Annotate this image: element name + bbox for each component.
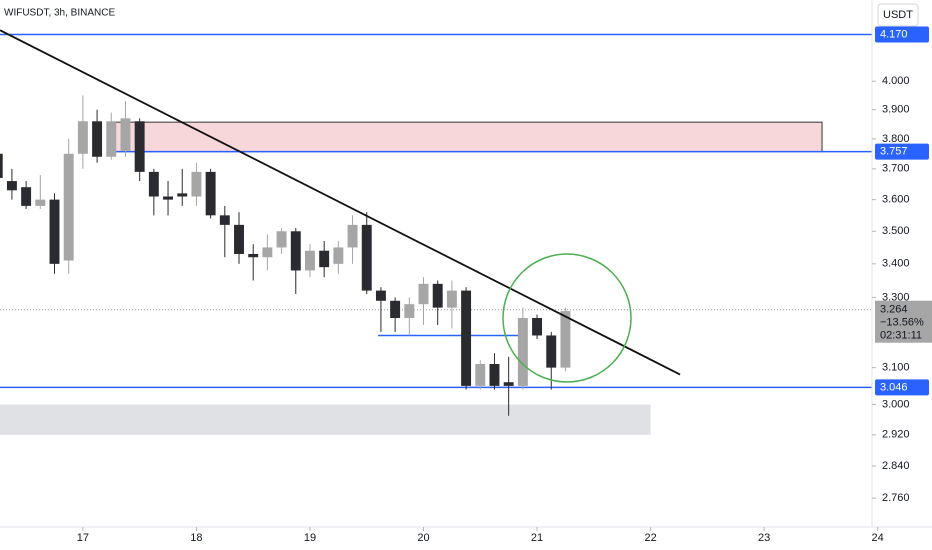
candle-body	[517, 317, 528, 386]
last-price-label: 3.264	[880, 304, 908, 316]
y-tick-label: 4.000	[882, 75, 910, 87]
last-price-change: −13.56%	[880, 317, 924, 329]
candle-body	[319, 250, 330, 268]
last-price-box	[875, 300, 932, 343]
candle-body	[92, 121, 103, 157]
x-tick-label: 17	[77, 532, 89, 544]
price-label: 4.170	[880, 28, 908, 40]
candle-body	[475, 364, 486, 386]
candle-body	[390, 300, 401, 318]
y-tick-label: 3.900	[882, 104, 910, 116]
candle-body	[134, 121, 145, 172]
candle-body	[375, 290, 386, 301]
chart-title: WIFUSDT, 3h, BINANCE	[4, 8, 115, 19]
y-tick-label: 2.920	[882, 429, 910, 441]
x-tick-label: 19	[304, 532, 316, 544]
x-tick-label: 18	[190, 532, 202, 544]
candle-body	[432, 283, 443, 308]
candle-body	[21, 187, 32, 206]
candle-body	[49, 199, 60, 264]
candle-body	[532, 317, 543, 336]
candle-body	[347, 224, 358, 248]
x-tick-label: 24	[872, 532, 884, 544]
price-label: 3.757	[880, 146, 908, 158]
currency-box	[877, 3, 919, 27]
price-label: 3.046	[880, 381, 908, 393]
y-tick-label: 3.000	[882, 398, 910, 410]
candle-body	[106, 121, 117, 157]
candle-body	[148, 171, 159, 197]
price-axis	[872, 0, 932, 550]
y-tick-label: 2.760	[882, 492, 910, 504]
y-tick-label: 3.800	[882, 133, 910, 145]
candle-body	[163, 196, 174, 200]
axes: 4.170 3.757 3.046 4.000 3.900 3.800 3.700 3.600…	[77, 26, 932, 544]
highlight-circle	[502, 253, 632, 383]
candle-body	[120, 118, 131, 151]
candle-body	[77, 121, 88, 154]
candle-body	[503, 382, 514, 386]
y-tick-label: 3.700	[882, 163, 910, 175]
candle-body	[63, 153, 74, 261]
candle-body	[35, 199, 46, 206]
zone	[0, 404, 651, 435]
candle-body	[248, 253, 259, 258]
last-price-countdown: 02:31:11	[880, 330, 922, 342]
candle-body	[361, 224, 372, 291]
candle-body	[6, 181, 17, 191]
y-tick-label: 3.100	[882, 362, 910, 374]
y-tick-label: 3.500	[882, 225, 910, 237]
price-label-box	[875, 143, 929, 160]
candle-body	[418, 283, 429, 305]
y-tick-label: 2.840	[882, 460, 910, 472]
x-tick-label: 23	[758, 532, 770, 544]
y-tick-label: 3.300	[882, 291, 910, 303]
trendline	[0, 29, 681, 376]
candle-body	[0, 153, 3, 178]
price-label-box	[875, 379, 929, 396]
candle-body	[305, 250, 315, 271]
candle-body	[262, 247, 273, 258]
currency: USDT	[883, 9, 913, 21]
candle-body	[191, 171, 202, 197]
candle-body	[461, 290, 472, 386]
candle-body	[333, 247, 344, 264]
candle-body	[177, 193, 188, 197]
candle-body	[234, 224, 244, 254]
candle-body	[446, 290, 457, 308]
candle-body	[560, 311, 571, 368]
candle-body	[404, 304, 415, 318]
y-tick-label: 3.600	[882, 194, 910, 206]
candle-body	[276, 231, 287, 248]
y-tick-label: 3.400	[882, 258, 910, 270]
candle-body	[489, 364, 500, 386]
x-tick-label: 22	[644, 532, 656, 544]
x-tick-label: 20	[417, 532, 429, 544]
candle-body	[205, 171, 216, 216]
candle-body	[290, 231, 301, 271]
zone	[110, 121, 823, 153]
plot-area	[0, 29, 872, 435]
candle-body	[219, 215, 230, 225]
candle-body	[546, 335, 557, 368]
price-label-box	[875, 26, 929, 43]
x-tick-label: 21	[531, 532, 543, 544]
